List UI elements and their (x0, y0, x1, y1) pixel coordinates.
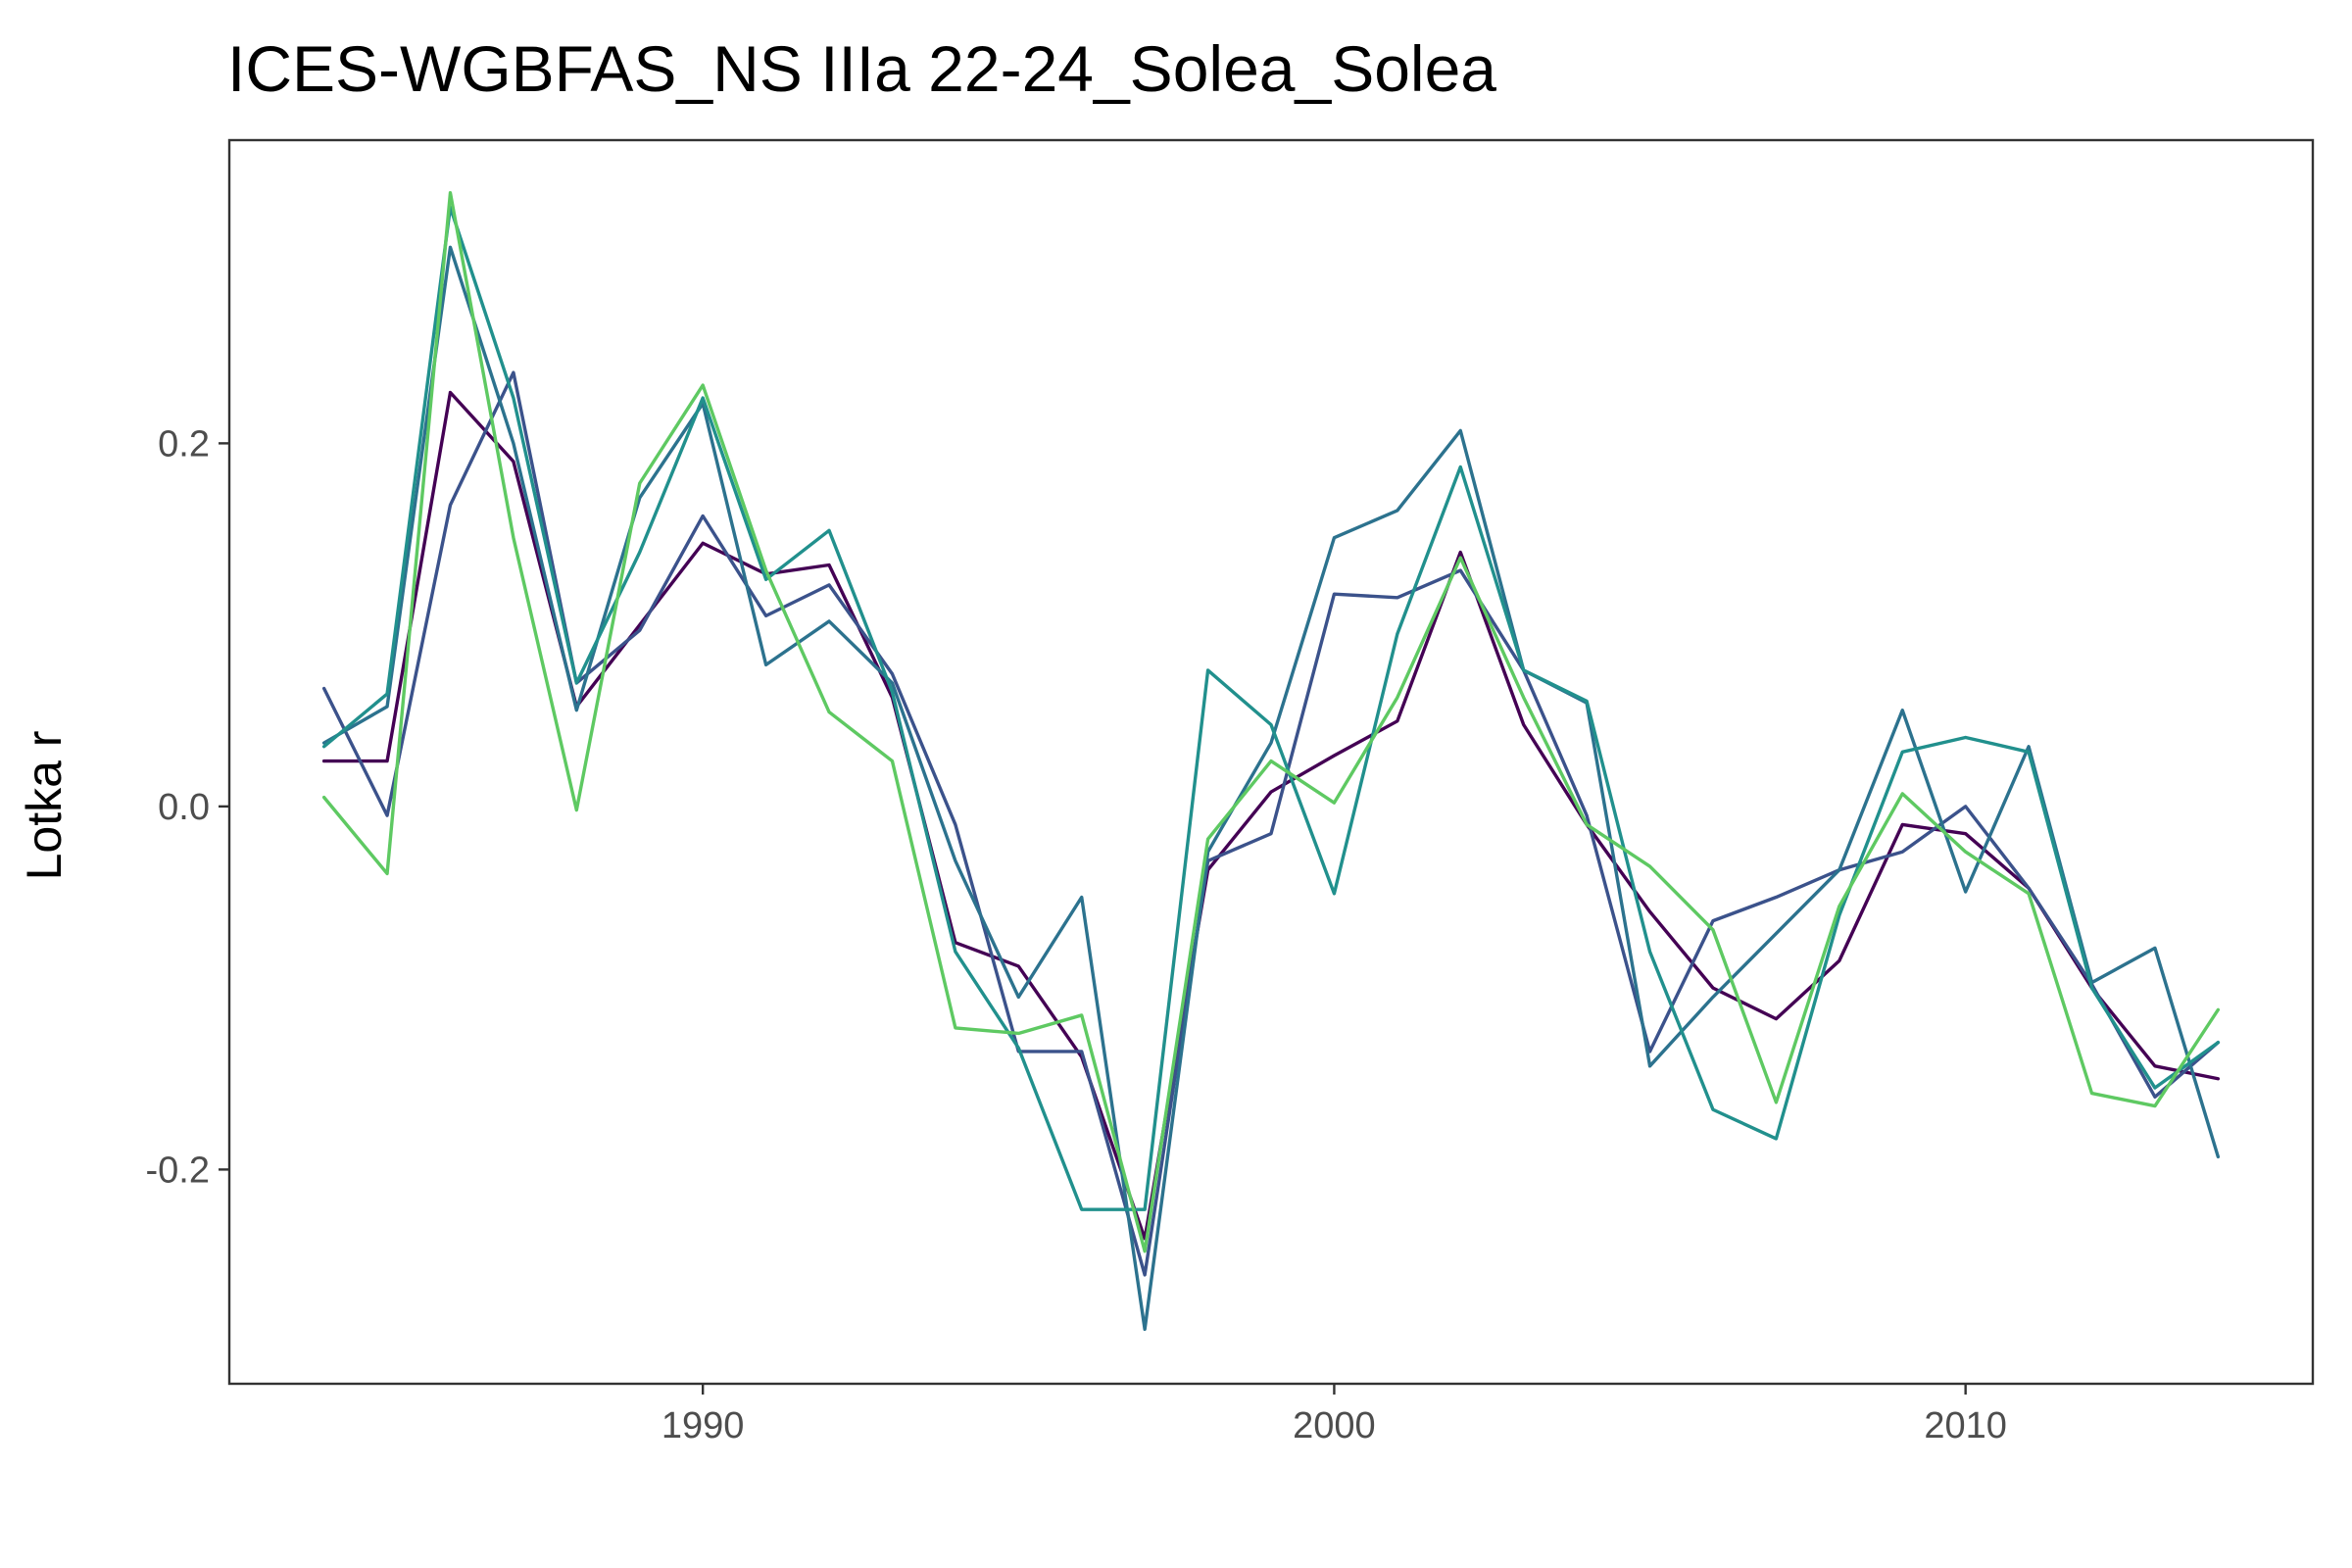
plot-panel-border (227, 138, 2315, 1386)
chart-title: ICES-WGBFAS_NS IIIa 22-24_Solea_Solea (227, 32, 1496, 105)
x-tick-label-2010: 2010 (1924, 1405, 2007, 1446)
series-line-4 (321, 205, 2221, 1211)
x-tick-label-2000: 2000 (1293, 1405, 1376, 1446)
y-tick-label-0.0: 0.0 (158, 787, 210, 828)
y-tick-label--0.2: -0.2 (146, 1150, 210, 1191)
x-tick-label-1990: 1990 (662, 1405, 745, 1446)
y-axis-label: Lotka r (17, 731, 72, 881)
plot-layer: 1990 2000 2010 -0.2 0.0 0.2 (146, 138, 2315, 1446)
series-line-2 (321, 370, 2221, 1277)
series-line-1 (321, 390, 2221, 1241)
series-line-5 (321, 191, 2221, 1253)
series-line-3 (321, 245, 2221, 1332)
y-tick-label-0.2: 0.2 (158, 423, 210, 465)
